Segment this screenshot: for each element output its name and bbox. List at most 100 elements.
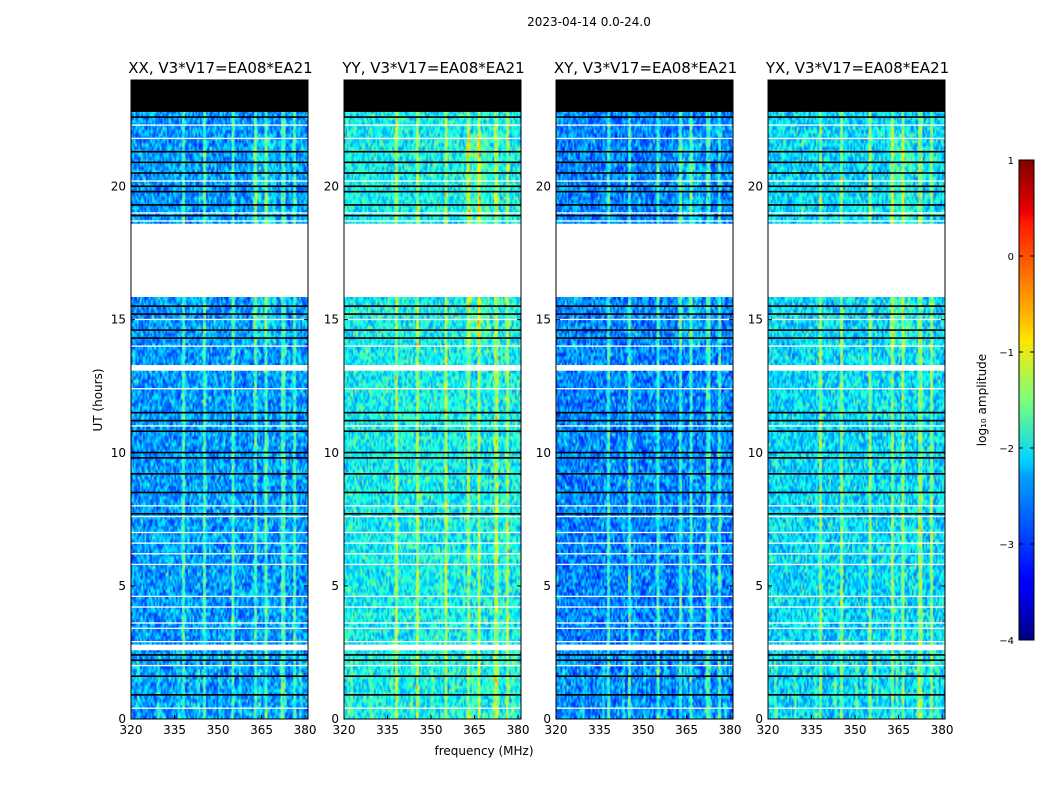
flag-row [768,137,945,140]
flag-row [768,345,945,347]
flag-row [131,150,308,153]
data-gap [131,365,308,371]
flag-row [556,491,733,494]
x-tick-label: 320 [545,723,568,737]
panels-group: XX, V3*V17=EA08*EA21 320 335 350 365 380 0 5 10 1… [111,59,954,737]
flag-row [556,185,733,188]
x-tick-label: 380 [294,723,317,737]
flag-row [556,318,733,321]
flag-row [131,172,308,174]
flag-row [556,505,733,507]
flag-row [768,473,945,475]
flag-row [344,707,521,709]
flag-row [556,369,733,371]
flag-row [131,313,308,315]
flag-row [556,553,733,555]
flag-row [131,318,308,321]
flag-row [556,694,733,696]
flag-row [131,190,308,193]
flag-row [556,180,733,182]
flag-row [768,220,945,222]
data-gap [768,365,945,371]
x-tick-label: 365 [463,723,486,737]
flag-row [344,659,521,662]
data-gap [344,223,521,297]
flag-row [768,124,945,126]
flag-row [344,313,521,315]
flag-row [556,212,733,214]
flag-row [768,627,945,629]
flag-row [556,419,733,422]
flag-row [768,161,945,164]
flag-row [344,318,521,321]
flag-row [768,150,945,153]
flag-row [556,116,733,118]
flag-row [344,542,521,544]
flag-row [344,305,521,307]
panel-title: XY, V3*V17=EA08*EA21 [554,59,737,77]
flag-row [344,430,521,433]
x-tick-label: 380 [719,723,742,737]
flag-row [768,648,945,651]
flag-row [131,425,308,427]
flag-row [768,411,945,414]
flag-row [556,648,733,651]
colorbar-tick-label: −4 [999,636,1014,647]
flag-row [556,531,733,534]
y-tick-label: 0 [331,712,339,726]
y-tick-label: 0 [543,712,551,726]
flag-row [131,648,308,651]
flag-row [556,345,733,347]
flag-row [556,161,733,164]
flag-row [768,659,945,662]
x-axis-label: frequency (MHz) [434,744,533,758]
no-data-block [131,80,308,112]
x-tick-label: 320 [757,723,780,737]
flag-row [344,204,521,206]
data-gap [556,223,733,297]
flag-row [344,595,521,598]
data-gap [768,223,945,297]
flag-row [131,512,308,515]
flag-row [768,707,945,709]
flag-row [131,595,308,598]
flag-row [131,694,308,696]
panel-frame [343,79,522,720]
flag-row [344,627,521,629]
flag-row [131,214,308,217]
flag-row [768,515,945,518]
flag-row [556,664,733,667]
flag-row [768,313,945,315]
panel-frame [767,79,946,720]
flag-row [131,491,308,494]
flag-row [131,627,308,629]
flag-row [344,161,521,164]
flag-row [131,419,308,422]
flag-row [344,694,521,696]
y-tick-label: 20 [536,180,551,194]
flag-row [768,425,945,427]
flag-row [556,622,733,624]
flag-row [131,457,308,459]
flag-row [556,451,733,454]
flag-row [344,419,521,422]
no-data-block [556,80,733,112]
flag-row [344,515,521,518]
flag-row [556,425,733,427]
flag-row [344,220,521,222]
flag-row [768,180,945,182]
flag-row [556,542,733,544]
flag-row [768,622,945,624]
flag-row [131,337,308,339]
panel-title: YX, V3*V17=EA08*EA21 [765,59,949,77]
flag-row [131,542,308,544]
no-data-block [344,80,521,112]
flag-row [344,124,521,126]
flag-row [131,553,308,555]
x-tick-label: 335 [163,723,186,737]
panel-title: YY, V3*V17=EA08*EA21 [341,59,524,77]
x-tick-label: 365 [675,723,698,737]
flag-row [131,220,308,222]
flag-row [556,640,733,643]
colorbar: 1 0 −1 −2 −3 −4 log₁₀ amplitude [975,156,1035,647]
